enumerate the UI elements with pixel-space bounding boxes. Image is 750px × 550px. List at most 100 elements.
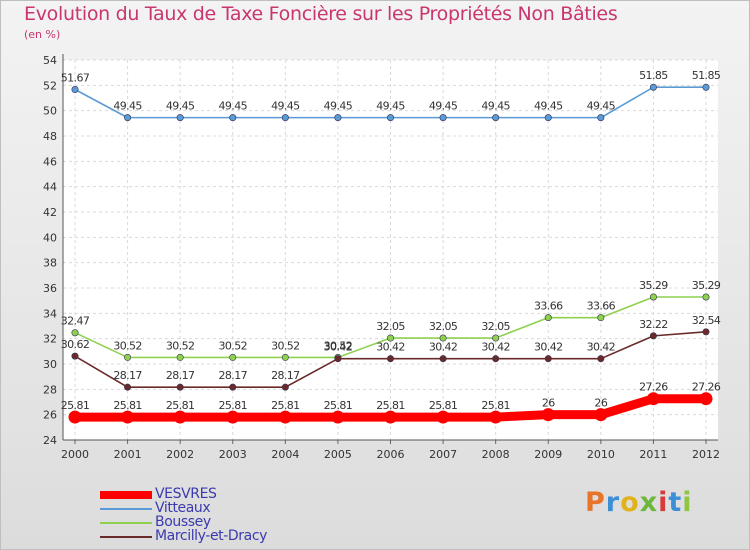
- data-label: 30.62: [61, 338, 90, 351]
- data-label: 25.81: [376, 399, 405, 412]
- data-point: [492, 334, 500, 342]
- chart-unit-label: (en %): [24, 28, 61, 41]
- data-label: 25.81: [271, 399, 300, 412]
- data-point: [334, 114, 342, 122]
- data-label: 30.52: [219, 339, 248, 352]
- y-tick-label: 26: [43, 409, 57, 422]
- data-label: 49.45: [113, 100, 142, 113]
- data-label: 49.45: [219, 100, 248, 113]
- data-label: 32.05: [376, 320, 405, 333]
- x-tick-label: 2008: [482, 448, 510, 461]
- data-label: 32.05: [481, 320, 510, 333]
- proxiti-logo: Proxiti: [585, 487, 693, 518]
- data-label: 25.81: [429, 399, 458, 412]
- data-point: [597, 314, 605, 322]
- data-label: 49.45: [429, 100, 458, 113]
- x-tick-label: 2010: [587, 448, 615, 461]
- data-point: [229, 114, 237, 122]
- data-label: 32.54: [692, 314, 721, 327]
- data-label: 51.85: [692, 69, 721, 82]
- data-point: [544, 114, 552, 122]
- data-point: [597, 114, 605, 122]
- data-label: 25.81: [166, 399, 195, 412]
- x-tick-label: 2003: [219, 448, 247, 461]
- data-point: [702, 83, 710, 91]
- data-point: [68, 410, 82, 424]
- legend-swatch: [100, 536, 152, 538]
- data-point: [281, 383, 289, 391]
- data-point: [124, 353, 132, 361]
- data-label: 30.52: [324, 339, 353, 352]
- legend-label: VESVRES: [155, 486, 217, 502]
- data-label: 30.42: [481, 341, 510, 354]
- data-point: [492, 355, 500, 363]
- data-point: [176, 353, 184, 361]
- y-tick-label: 40: [43, 231, 57, 244]
- data-label: 30.42: [429, 341, 458, 354]
- y-tick-label: 42: [43, 206, 57, 219]
- y-tick-label: 46: [43, 155, 57, 168]
- data-point: [124, 383, 132, 391]
- data-label: 28.17: [166, 369, 195, 382]
- data-label: 51.85: [639, 69, 668, 82]
- y-tick-label: 48: [43, 130, 57, 143]
- data-point: [124, 114, 132, 122]
- data-point: [597, 355, 605, 363]
- data-point: [71, 329, 79, 337]
- data-point: [649, 293, 657, 301]
- data-point: [281, 353, 289, 361]
- data-label: 32.22: [639, 318, 668, 331]
- legend-swatch: [100, 522, 152, 524]
- data-point: [386, 114, 394, 122]
- y-tick-label: 38: [43, 257, 57, 270]
- data-label: 28.17: [113, 369, 142, 382]
- data-label: 30.42: [324, 341, 353, 354]
- data-label: 49.45: [481, 100, 510, 113]
- data-point: [331, 410, 345, 424]
- x-tick-label: 2002: [166, 448, 194, 461]
- data-label: 26: [542, 397, 555, 410]
- data-label: 30.52: [113, 339, 142, 352]
- y-tick-label: 32: [43, 333, 57, 346]
- data-label: 35.29: [639, 279, 668, 292]
- x-tick-label: 2011: [639, 448, 667, 461]
- data-point: [702, 328, 710, 336]
- y-tick-label: 44: [43, 181, 57, 194]
- data-label: 49.45: [324, 100, 353, 113]
- data-label: 30.52: [271, 339, 300, 352]
- data-label: 49.45: [534, 100, 563, 113]
- x-tick-label: 2005: [324, 448, 352, 461]
- data-point: [702, 293, 710, 301]
- data-label: 25.81: [61, 399, 90, 412]
- data-point: [334, 355, 342, 363]
- y-tick-label: 28: [43, 383, 57, 396]
- legend-swatch: [100, 491, 152, 499]
- data-point: [176, 383, 184, 391]
- data-point: [439, 334, 447, 342]
- legend-label: Vitteaux: [155, 500, 211, 516]
- data-label: 49.45: [166, 100, 195, 113]
- y-tick-label: 30: [43, 358, 57, 371]
- data-point: [71, 352, 79, 360]
- data-label: 27.26: [692, 381, 721, 394]
- data-label: 32.05: [429, 320, 458, 333]
- data-label: 49.45: [587, 100, 616, 113]
- data-point: [278, 410, 292, 424]
- data-point: [229, 383, 237, 391]
- y-tick-label: 50: [43, 105, 57, 118]
- data-point: [439, 355, 447, 363]
- data-label: 25.81: [219, 399, 248, 412]
- data-label: 30.42: [534, 341, 563, 354]
- x-tick-label: 2009: [534, 448, 562, 461]
- data-label: 51.67: [61, 72, 90, 85]
- x-tick-label: 2006: [377, 448, 405, 461]
- data-point: [699, 392, 713, 406]
- data-point: [649, 332, 657, 340]
- data-point: [544, 355, 552, 363]
- data-point: [544, 314, 552, 322]
- x-tick-label: 2001: [114, 448, 142, 461]
- data-point: [439, 114, 447, 122]
- data-point: [173, 410, 187, 424]
- data-point: [492, 114, 500, 122]
